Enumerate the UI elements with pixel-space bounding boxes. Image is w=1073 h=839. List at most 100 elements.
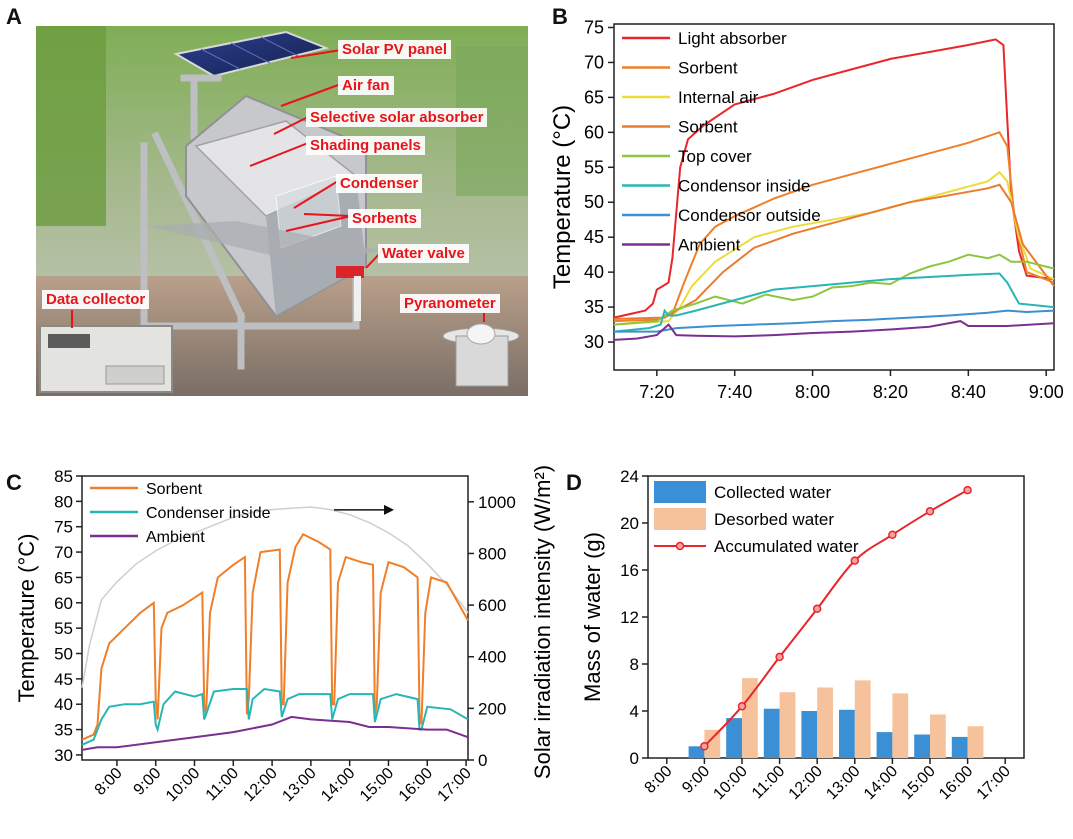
bar-collected-water [914,734,930,758]
x-tick-label: 17:00 [974,763,1014,803]
y-axis-title: Temperature (°C) [552,105,576,289]
point-accumulated-water [925,507,935,516]
bar-collected-water [726,718,742,758]
callout-water-valve: Water valve [378,244,469,263]
legend-marker [675,541,685,551]
legend-label: Sorbent [678,118,738,137]
x-tick-label: 10:00 [710,763,750,803]
series-line-ambient [81,715,469,751]
y-tick-label: 16 [620,561,639,580]
y-tick-label: 45 [584,227,604,247]
device-photo: Solar PV panel Air fan Selective solar a… [36,26,528,396]
x-tick-label: 12:00 [241,765,281,805]
device-photo-drawing [36,26,528,396]
x-tick-label: 8:40 [951,382,986,402]
bar-collected-water [951,736,968,758]
bar-desorbed-water [704,729,721,758]
x-tick-label: 16:00 [936,763,976,803]
legend-label: Condenser inside [146,505,271,522]
legend-label: Light absorber [678,29,787,48]
x-tick-label: 8:00 [642,763,676,797]
bar-collected-water [876,732,893,758]
panel-label-b: B [552,4,568,29]
bar-collected-water [801,711,818,758]
y-axis-title: Mass of water (g) [580,532,605,702]
callout-shading-panels: Shading panels [306,136,425,155]
callout-condenser: Condenser [336,174,423,193]
y-tick-label: 65 [54,568,73,587]
x-tick-label: 9:00 [130,765,164,799]
bar-desorbed-water [967,726,984,758]
legend-swatch [654,481,706,503]
y-tick-label: 12 [620,608,639,627]
y-tick-label: 35 [54,721,73,740]
y-axis-title: Temperature (°C) [14,534,39,703]
bar-desorbed-water [817,687,833,758]
plot-frame [613,23,1055,371]
callout-air-fan: Air fan [338,76,394,95]
x-tick-label: 17:00 [435,765,475,805]
y-tick-label: 70 [54,543,73,562]
callout-solar-pv-panel: Solar PV panel [338,40,452,59]
arrow-head-icon [384,504,394,515]
panel-label-a: A [6,4,22,29]
x-tick-label: 7:40 [717,382,752,402]
legend-label: Ambient [678,236,741,255]
series-line-condensor-outside [614,309,1055,333]
x-tick-label: 14:00 [318,765,358,805]
point-accumulated-water [775,652,784,662]
series-line-condensor-inside [613,272,1055,333]
y-tick-label: 55 [54,619,73,638]
series-line-top-cover [613,253,1055,326]
legend-label: Condensor inside [678,177,810,196]
point-accumulated-water [850,556,860,565]
callout-selective-solar-absorber: Selective solar absorber [306,108,488,127]
point-accumulated-water [888,530,897,540]
y-tick-label: 0 [630,749,639,768]
x-tick-label: 16:00 [396,765,436,805]
legend-swatch [654,508,706,530]
bar-desorbed-water [779,692,796,758]
y-tick-label: 65 [584,87,604,107]
series-line-ambient [613,320,1055,341]
legend-label: Collected water [714,483,832,502]
y-tick-label: 60 [54,594,73,613]
chart-c-temperature-irradiation: 30 35 40 45 50 55 60 65 70 75 80 85 0 200 400 600 800 100… [14,465,555,805]
panel-label-c: C [6,470,22,495]
y-tick-label: 80 [54,492,73,511]
callout-sorbents: Sorbents [348,209,422,228]
chart-b-temperature: 30 35 40 45 50 55 60 65 70 75 7:20 7:40 8:00 8:20 8:40… [552,17,1064,402]
x-tick-label: 13:00 [279,765,319,805]
legend-label: Condensor outside [678,206,821,225]
panel-label-d: D [566,470,582,495]
y2-axis-title: Solar irradiation intensity (W/m²) [530,465,555,779]
bar-desorbed-water [854,680,871,758]
y-tick-label: 50 [584,192,604,212]
series-line-condenser-inside [81,687,469,746]
series-line-sorbent [613,183,1055,320]
x-tick-label: 14:00 [861,763,901,803]
bar-collected-water [763,708,780,758]
point-accumulated-water [963,485,972,495]
y-tick-label: 60 [584,122,604,142]
legend-label: Sorbent [678,59,738,78]
bar-desorbed-water [742,678,758,758]
series-line-light-absorber [613,38,1055,319]
x-tick-label: 11:00 [749,763,789,803]
y2-tick-label: 0 [478,751,487,770]
x-tick-label: 12:00 [786,763,826,803]
y-tick-label: 55 [584,157,604,177]
y-tick-label: 45 [54,670,73,689]
legend-label: Ambient [146,529,205,546]
x-tick-label: 9:00 [1029,382,1064,402]
bar-desorbed-water [892,693,909,758]
y-tick-label: 75 [54,518,73,537]
y-tick-label: 40 [54,695,73,714]
y-tick-label: 40 [584,262,604,282]
y-tick-label: 35 [584,297,604,317]
legend-label: Internal air [678,88,759,107]
x-tick-label: 11:00 [203,765,243,805]
point-accumulated-water [700,742,709,751]
point-accumulated-water [737,702,747,711]
